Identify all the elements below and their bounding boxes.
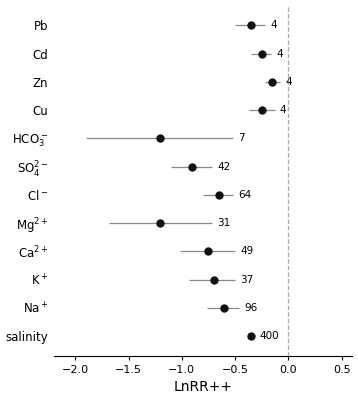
Text: 96: 96 bbox=[245, 303, 258, 313]
Point bbox=[158, 135, 163, 142]
Text: 31: 31 bbox=[217, 218, 230, 228]
Point bbox=[205, 248, 211, 254]
Point bbox=[270, 79, 275, 85]
Text: 49: 49 bbox=[241, 246, 254, 256]
Text: 37: 37 bbox=[241, 274, 254, 284]
X-axis label: LnRR++: LnRR++ bbox=[174, 380, 233, 394]
Point bbox=[248, 22, 254, 28]
Point bbox=[211, 276, 217, 283]
Point bbox=[248, 333, 254, 339]
Text: 4: 4 bbox=[285, 77, 292, 87]
Text: 7: 7 bbox=[238, 133, 245, 143]
Point bbox=[216, 192, 222, 198]
Point bbox=[222, 305, 227, 311]
Text: 4: 4 bbox=[277, 48, 284, 58]
Text: 4: 4 bbox=[280, 105, 286, 115]
Text: 400: 400 bbox=[260, 331, 279, 341]
Point bbox=[259, 107, 265, 113]
Text: 64: 64 bbox=[238, 190, 252, 200]
Point bbox=[190, 163, 195, 170]
Text: 42: 42 bbox=[217, 162, 230, 172]
Point bbox=[259, 50, 265, 57]
Point bbox=[158, 220, 163, 226]
Text: 4: 4 bbox=[270, 20, 277, 30]
